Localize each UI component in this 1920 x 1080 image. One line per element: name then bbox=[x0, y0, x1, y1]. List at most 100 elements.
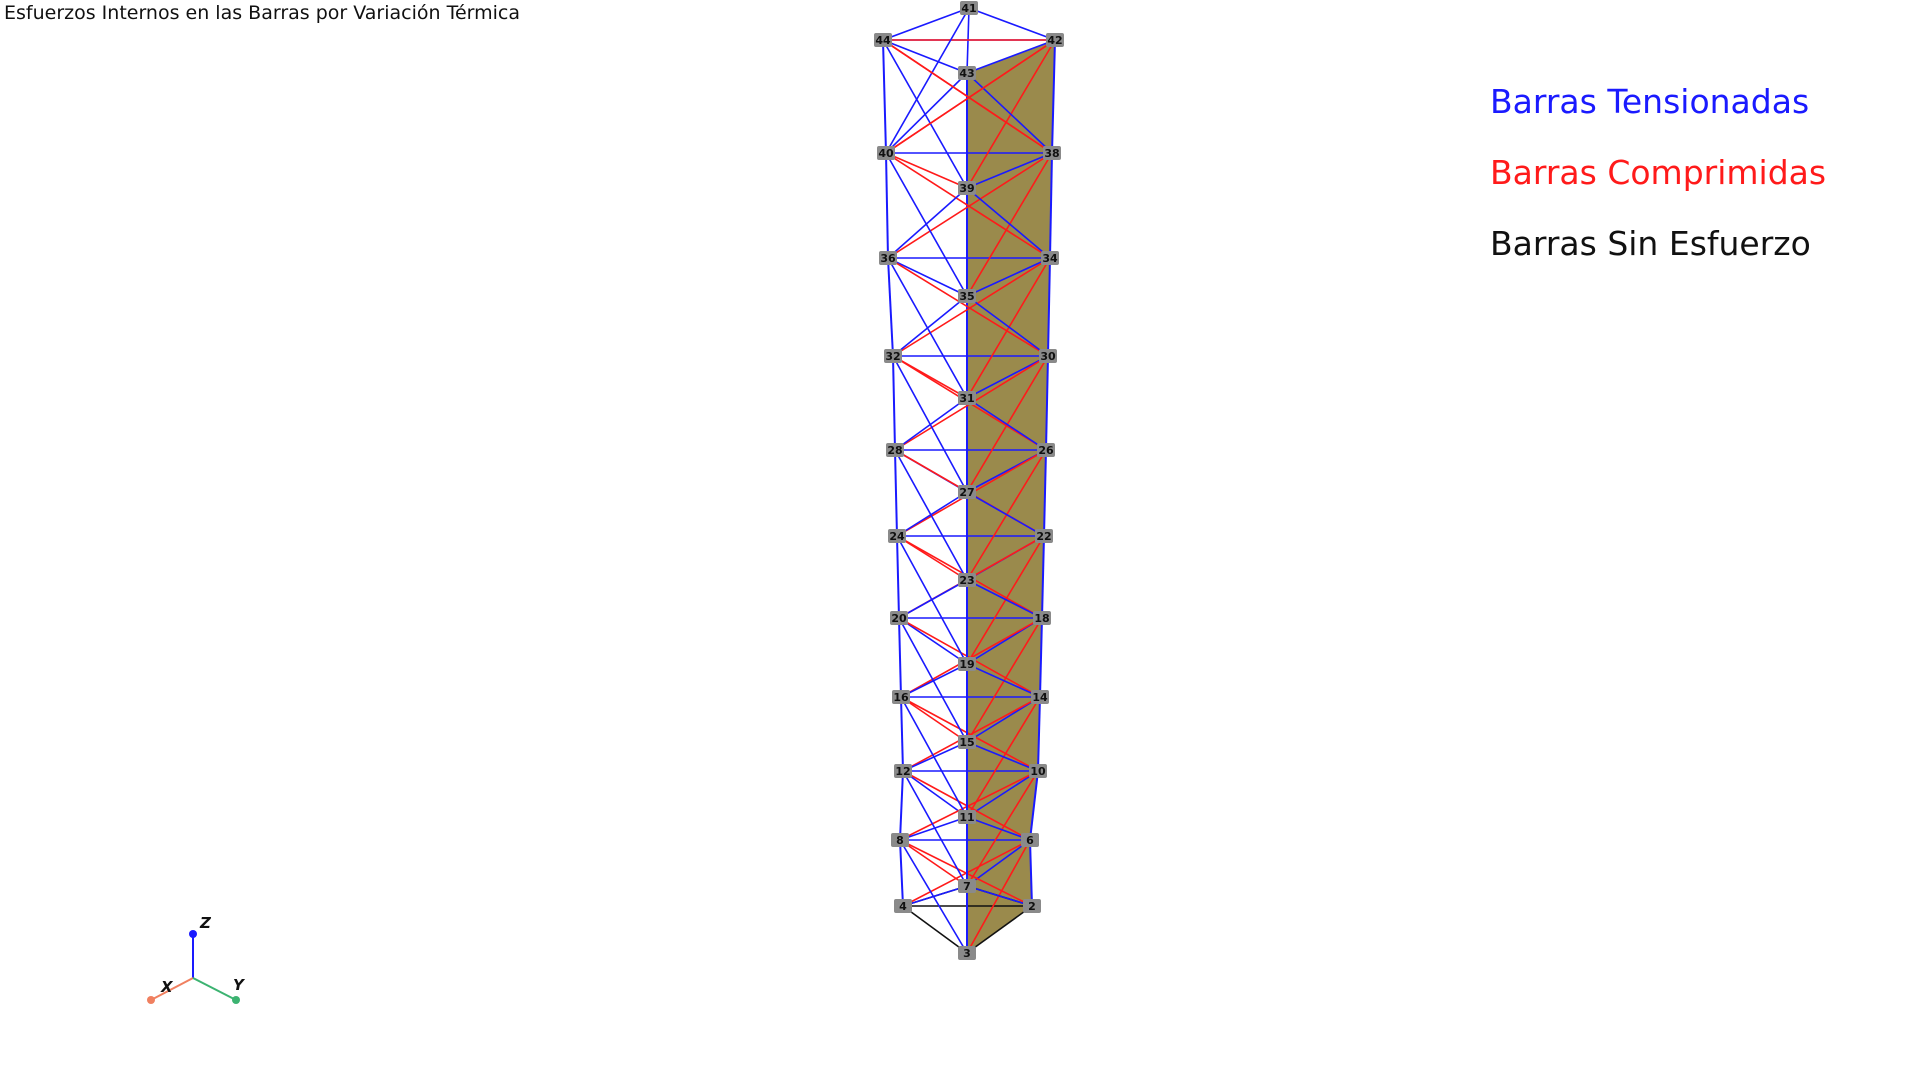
axis-z-label: Z bbox=[199, 914, 212, 932]
node-35[interactable]: 35 bbox=[958, 289, 976, 303]
node-34[interactable]: 34 bbox=[1041, 251, 1059, 265]
node-30[interactable]: 30 bbox=[1039, 349, 1057, 363]
svg-text:3: 3 bbox=[963, 947, 971, 960]
bar-38-42 bbox=[1051, 39, 1056, 154]
node-2[interactable]: 2 bbox=[1023, 899, 1041, 913]
axis-y-line bbox=[192, 977, 237, 1001]
axis-x-line bbox=[150, 977, 194, 1001]
bar-36-35 bbox=[887, 257, 968, 297]
bar-28-31 bbox=[894, 397, 968, 451]
node-6[interactable]: 6 bbox=[1021, 833, 1039, 847]
bar-8-11 bbox=[899, 816, 968, 841]
node-27[interactable]: 27 bbox=[958, 485, 976, 499]
bar-8-7 bbox=[899, 839, 968, 887]
svg-text:28: 28 bbox=[887, 444, 902, 457]
bar-3-8 bbox=[899, 839, 968, 954]
bar-23-28 bbox=[894, 449, 968, 581]
bar-19-24 bbox=[896, 535, 968, 665]
svg-text:11: 11 bbox=[959, 811, 974, 824]
bar-40-41 bbox=[885, 7, 970, 154]
svg-text:22: 22 bbox=[1036, 530, 1051, 543]
svg-text:34: 34 bbox=[1042, 252, 1058, 265]
bar-43-42 bbox=[966, 39, 1056, 74]
node-11[interactable]: 11 bbox=[958, 810, 976, 824]
node-42[interactable]: 42 bbox=[1046, 33, 1064, 47]
bar-32-34 bbox=[892, 257, 1051, 357]
node-38[interactable]: 38 bbox=[1043, 146, 1061, 160]
bar-27-32 bbox=[892, 355, 968, 493]
node-12[interactable]: 12 bbox=[894, 764, 912, 778]
bar-2-7 bbox=[966, 885, 1033, 907]
legend: Barras Tensionadas Barras Comprimidas Ba… bbox=[1490, 66, 1826, 279]
node-26[interactable]: 26 bbox=[1037, 443, 1055, 457]
node-40[interactable]: 40 bbox=[877, 146, 895, 160]
bar-36-39 bbox=[887, 187, 968, 259]
bar-34-40 bbox=[885, 152, 1051, 259]
bar-34-38 bbox=[1049, 152, 1053, 259]
node-19[interactable]: 19 bbox=[958, 657, 976, 671]
node-4[interactable]: 4 bbox=[894, 899, 912, 913]
svg-text:8: 8 bbox=[896, 834, 904, 847]
orientation-triad[interactable]: Z X Y bbox=[147, 914, 246, 1004]
svg-text:16: 16 bbox=[893, 691, 909, 704]
axis-x-tip bbox=[147, 996, 155, 1004]
bar-22-26 bbox=[1043, 449, 1047, 537]
node-15[interactable]: 15 bbox=[958, 735, 976, 749]
bar-24-27 bbox=[896, 491, 968, 537]
bar-6-11 bbox=[966, 816, 1031, 841]
svg-text:36: 36 bbox=[880, 252, 896, 265]
bar-30-36 bbox=[887, 257, 1049, 357]
node-10[interactable]: 10 bbox=[1029, 764, 1047, 778]
view-title: Esfuerzos Internos en las Barras por Var… bbox=[4, 2, 521, 24]
node-24[interactable]: 24 bbox=[888, 529, 906, 543]
svg-text:4: 4 bbox=[899, 900, 907, 913]
node-36[interactable]: 36 bbox=[879, 251, 897, 265]
bar-31-36 bbox=[887, 257, 968, 399]
svg-text:20: 20 bbox=[891, 612, 907, 625]
node-22[interactable]: 22 bbox=[1035, 529, 1053, 543]
bar-41-42 bbox=[968, 7, 1056, 41]
bar-30-34 bbox=[1047, 257, 1051, 357]
svg-text:10: 10 bbox=[1030, 765, 1046, 778]
bar-10-16 bbox=[900, 696, 1039, 772]
node-18[interactable]: 18 bbox=[1033, 611, 1051, 625]
bar-16-20 bbox=[898, 617, 902, 698]
svg-text:15: 15 bbox=[959, 736, 974, 749]
bar-18-23 bbox=[966, 579, 1043, 619]
bar-40-39 bbox=[885, 152, 968, 189]
node-44[interactable]: 44 bbox=[874, 33, 892, 47]
bar-38-43 bbox=[966, 72, 1053, 154]
node-39[interactable]: 39 bbox=[958, 181, 976, 195]
node-14[interactable]: 14 bbox=[1031, 690, 1049, 704]
legend-tension: Barras Tensionadas bbox=[1490, 82, 1810, 121]
svg-text:43: 43 bbox=[959, 67, 974, 80]
node-31[interactable]: 31 bbox=[958, 391, 976, 405]
node-20[interactable]: 20 bbox=[890, 611, 908, 625]
node-23[interactable]: 23 bbox=[958, 573, 976, 587]
node-43[interactable]: 43 bbox=[958, 66, 976, 80]
node-28[interactable]: 28 bbox=[886, 443, 904, 457]
svg-text:27: 27 bbox=[959, 486, 974, 499]
axis-y-tip bbox=[232, 996, 240, 1004]
node-32[interactable]: 32 bbox=[884, 349, 902, 363]
bar-22-27 bbox=[966, 491, 1045, 537]
node-16[interactable]: 16 bbox=[892, 690, 910, 704]
svg-text:41: 41 bbox=[961, 2, 976, 15]
node-3[interactable]: 3 bbox=[958, 946, 976, 960]
node-7[interactable]: 7 bbox=[958, 879, 976, 893]
bar-6-10 bbox=[1029, 770, 1039, 841]
bar-4-7 bbox=[902, 885, 968, 907]
svg-text:31: 31 bbox=[959, 392, 974, 405]
bar-40-42 bbox=[885, 39, 1056, 154]
bar-30-35 bbox=[966, 295, 1049, 357]
axis-y-label: Y bbox=[233, 976, 246, 994]
bar-11-10 bbox=[966, 770, 1039, 818]
node-8[interactable]: 8 bbox=[891, 833, 909, 847]
node-41[interactable]: 41 bbox=[960, 1, 978, 15]
bar-15-20 bbox=[898, 617, 968, 743]
svg-text:23: 23 bbox=[959, 574, 974, 587]
bar-39-44 bbox=[882, 39, 968, 189]
bar-34-39 bbox=[966, 187, 1051, 259]
bar-2-6 bbox=[1029, 839, 1033, 907]
